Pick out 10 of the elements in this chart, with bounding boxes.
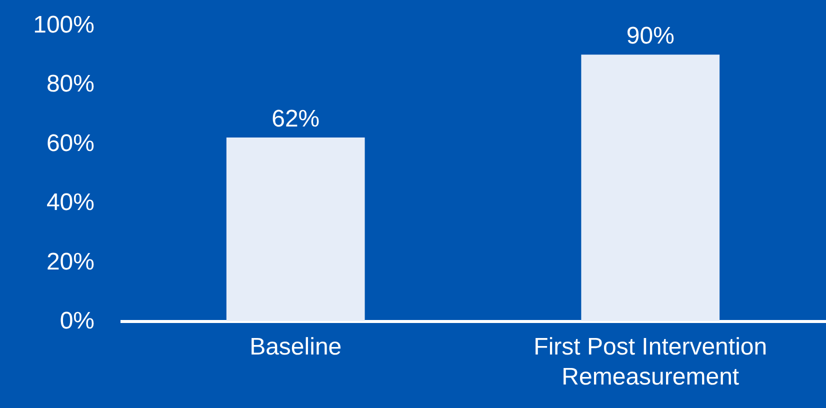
y-tick-label: 100% [33, 12, 94, 38]
y-tick-label: 60% [46, 130, 94, 157]
x-tick-label: Baseline [250, 334, 342, 360]
y-tick-label: 0% [60, 308, 94, 334]
y-tick-label: 40% [46, 189, 94, 216]
y-tick-label: 80% [46, 70, 94, 98]
y-tick-label: 20% [46, 248, 94, 276]
x-tick-label: First Post Intervention Remeasurement [534, 334, 768, 390]
data-label: 90% [626, 22, 674, 50]
data-label: 62% [272, 105, 320, 132]
